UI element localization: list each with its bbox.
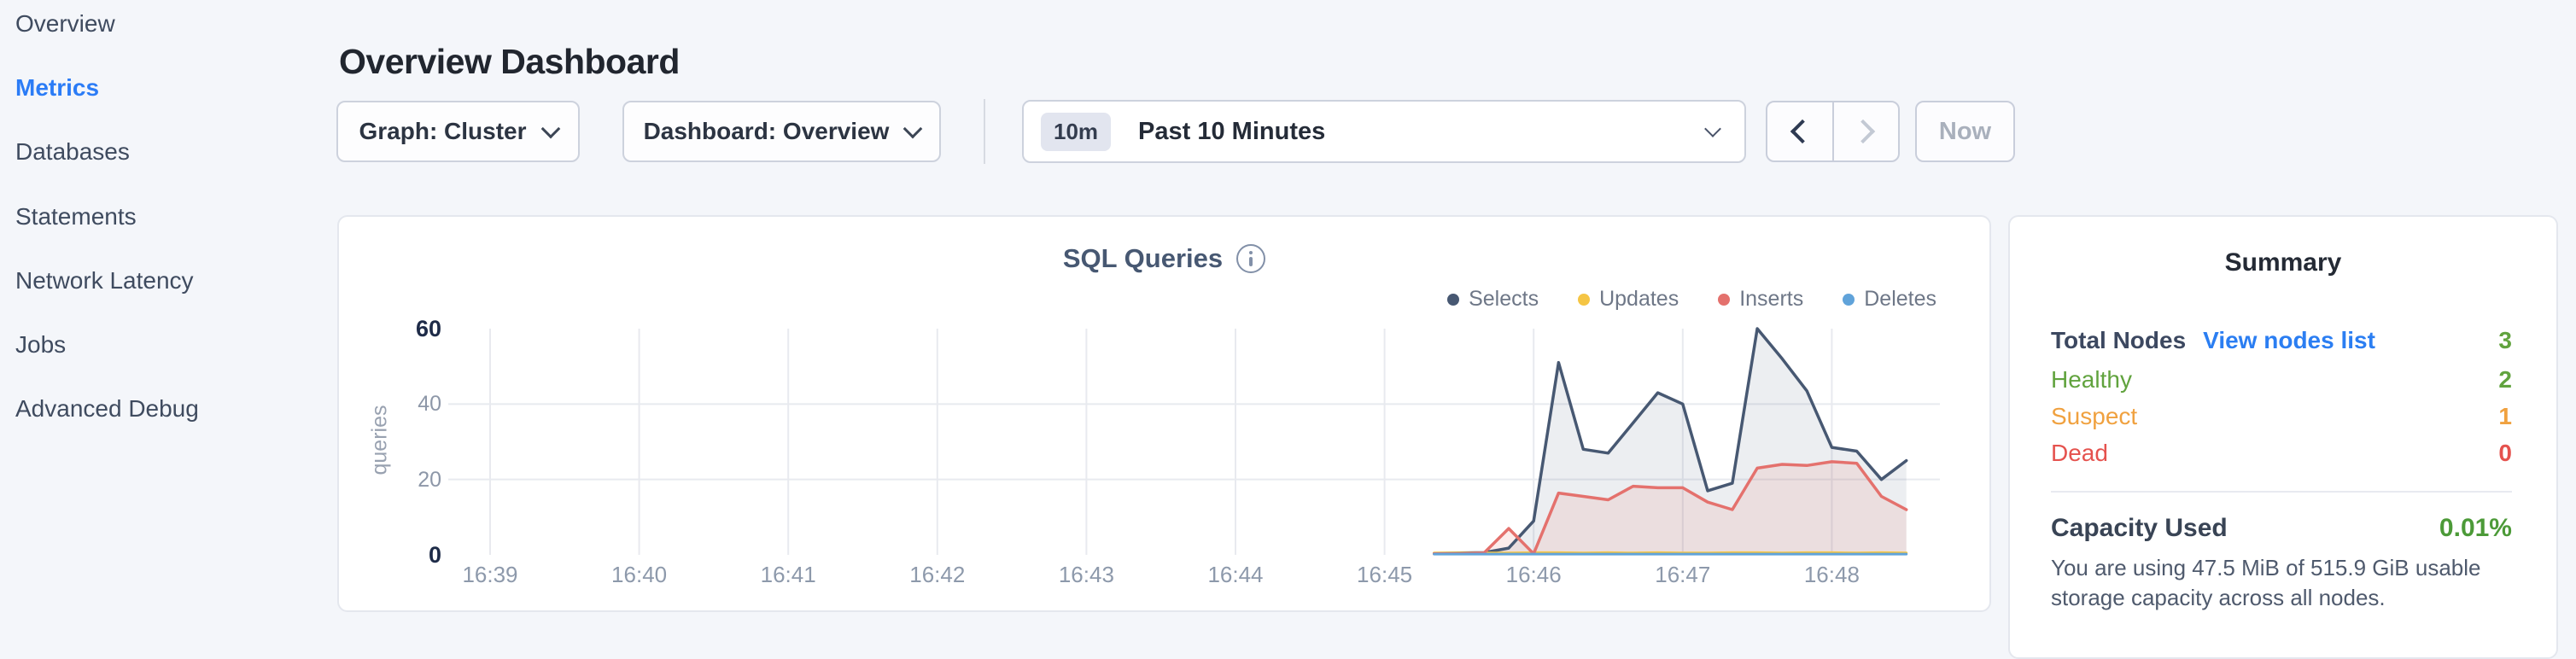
time-prev-button[interactable] (1767, 102, 1832, 160)
time-range-badge: 10m (1041, 113, 1111, 151)
summary-title: Summary (2010, 248, 2556, 277)
summary-row-healthy: Healthy 2 (2051, 366, 2512, 394)
sidebar-item-overview[interactable]: Overview (15, 9, 115, 39)
legend-item-deletes[interactable]: Deletes (1843, 287, 1936, 312)
graph-dropdown-label: Graph: Cluster (359, 118, 526, 145)
legend-item-selects[interactable]: Selects (1447, 287, 1539, 312)
summary-row-value: 1 (2498, 403, 2512, 430)
legend-label: Updates (1599, 287, 1679, 312)
summary-row-total-nodes: Total Nodes View nodes list 3 (2051, 327, 2512, 354)
graph-dropdown[interactable]: Graph: Cluster (336, 101, 580, 162)
x-tick-1642: 16:42 (873, 562, 1002, 588)
summary-row-value: 0 (2498, 440, 2512, 467)
legend-label: Deletes (1864, 287, 1936, 312)
x-tick-1645: 16:45 (1321, 562, 1449, 588)
summary-row-label: Dead (2051, 440, 2108, 467)
sidebar-item-network-latency[interactable]: Network Latency (15, 265, 194, 296)
x-tick-1643: 16:43 (1022, 562, 1150, 588)
toolbar-divider (984, 99, 985, 164)
time-range-label: Past 10 Minutes (1138, 118, 1325, 146)
summary-row-label: Suspect (2051, 403, 2137, 430)
chevron-down-icon (903, 119, 923, 138)
info-icon[interactable] (1236, 244, 1265, 273)
chart-legend: Selects Updates Inserts Deletes (1447, 287, 1936, 312)
x-tick-1647: 16:47 (1619, 562, 1747, 588)
page-title: Overview Dashboard (339, 42, 680, 82)
chevron-left-icon (1790, 120, 1814, 143)
x-tick-1639: 16:39 (426, 562, 554, 588)
legend-item-updates[interactable]: Updates (1578, 287, 1679, 312)
dashboard-dropdown-label: Dashboard: Overview (644, 118, 890, 145)
legend-dot (1843, 294, 1855, 306)
y-tick-20: 20 (360, 466, 441, 493)
time-range-dropdown[interactable]: 10m Past 10 Minutes (1022, 100, 1746, 163)
chevron-down-icon (1704, 120, 1721, 137)
chevron-right-icon (1851, 120, 1875, 143)
x-tick-1646: 16:46 (1469, 562, 1598, 588)
chart-plot-area[interactable] (448, 329, 1940, 555)
legend-item-inserts[interactable]: Inserts (1718, 287, 1803, 312)
summary-panel: Summary Total Nodes View nodes list 3 Healt… (2008, 215, 2558, 659)
legend-label: Inserts (1739, 287, 1803, 312)
capacity-used-label: Capacity Used (2051, 514, 2228, 543)
summary-row-suspect: Suspect 1 (2051, 403, 2512, 430)
legend-dot (1718, 294, 1730, 306)
dashboard-dropdown[interactable]: Dashboard: Overview (622, 101, 941, 162)
now-button[interactable]: Now (1915, 101, 2015, 162)
capacity-used-value: 0.01% (2439, 514, 2512, 543)
summary-row-label: Healthy (2051, 366, 2132, 394)
legend-label: Selects (1469, 287, 1539, 312)
summary-row-value: 2 (2498, 366, 2512, 394)
y-tick-60: 60 (360, 315, 441, 342)
x-tick-1640: 16:40 (575, 562, 704, 588)
summary-divider (2051, 491, 2512, 493)
view-nodes-list-link[interactable]: View nodes list (2203, 327, 2375, 354)
x-tick-1644: 16:44 (1171, 562, 1300, 588)
time-pager (1766, 101, 1900, 162)
chart-title: SQL Queries (1063, 243, 1223, 274)
summary-row-value: 3 (2498, 327, 2512, 354)
sidebar-item-jobs[interactable]: Jobs (15, 330, 66, 360)
sidebar: Overview Metrics Databases Statements Networ… (0, 0, 335, 623)
legend-dot (1578, 294, 1590, 306)
x-tick-1641: 16:41 (724, 562, 852, 588)
legend-dot (1447, 294, 1459, 306)
sidebar-item-advanced-debug[interactable]: Advanced Debug (15, 394, 199, 424)
x-tick-1648: 16:48 (1767, 562, 1895, 588)
chevron-down-icon (540, 119, 560, 138)
sql-queries-chart-card: SQL Queries Selects Updates Inserts Deletes… (337, 215, 1991, 612)
time-next-button[interactable] (1834, 102, 1899, 160)
sidebar-item-databases[interactable]: Databases (15, 137, 130, 167)
summary-row-label: Total Nodes (2051, 327, 2186, 354)
sidebar-item-metrics[interactable]: Metrics (15, 73, 99, 103)
summary-row-dead: Dead 0 (2051, 440, 2512, 467)
capacity-description: You are using 47.5 MiB of 515.9 GiB usab… (2051, 553, 2536, 613)
y-tick-40: 40 (360, 390, 441, 417)
sidebar-item-statements[interactable]: Statements (15, 201, 137, 232)
